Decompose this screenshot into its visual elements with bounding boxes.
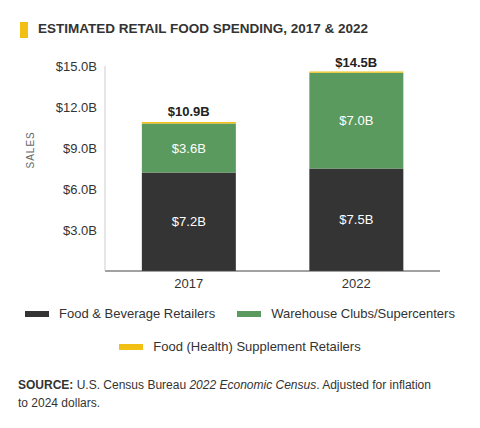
svg-text:$6.0B: $6.0B bbox=[63, 182, 97, 197]
html-text:SOURCE: U.S. Census Bureau 202: SOURCE: U.S. Census Bureau 2022 Economic… bbox=[18, 378, 431, 410]
svg-text:2017: 2017 bbox=[174, 276, 203, 291]
svg-text:$14.5B: $14.5B bbox=[335, 55, 377, 70]
svg-text:2022: 2022 bbox=[342, 276, 371, 291]
svg-text:$12.0B: $12.0B bbox=[56, 100, 97, 115]
svg-text:$15.0B: $15.0B bbox=[56, 59, 97, 74]
html-text:Food & Beverage Retailers: Food & Beverage Retailers bbox=[59, 306, 216, 321]
svg-text:$9.0B: $9.0B bbox=[63, 141, 97, 156]
svg-text:$7.0B: $7.0B bbox=[339, 113, 373, 128]
html-text:Food (Health) Supplement Retai: Food (Health) Supplement Retailers bbox=[153, 339, 361, 354]
svg-text:$7.2B: $7.2B bbox=[172, 214, 206, 229]
svg-text:SALES: SALES bbox=[25, 131, 36, 168]
svg-text:$10.9B: $10.9B bbox=[168, 104, 210, 119]
svg-text:$3.6B: $3.6B bbox=[172, 141, 206, 156]
html-text:ESTIMATED RETAIL FOOD SPENDING: ESTIMATED RETAIL FOOD SPENDING, 2017 & 2… bbox=[38, 21, 369, 36]
svg-text:$3.0B: $3.0B bbox=[63, 223, 97, 238]
html-text:Warehouse Clubs/Supercenters: Warehouse Clubs/Supercenters bbox=[271, 306, 455, 321]
svg-text:$7.5B: $7.5B bbox=[339, 212, 373, 227]
